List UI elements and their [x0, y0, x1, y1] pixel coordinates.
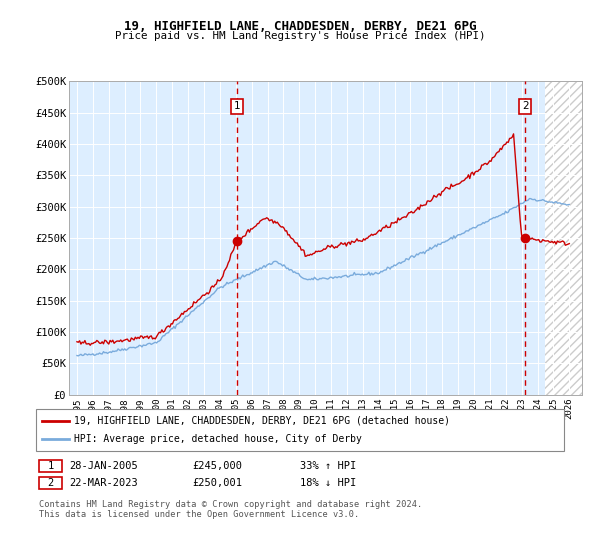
Text: 1: 1: [233, 101, 240, 111]
Text: 22-MAR-2023: 22-MAR-2023: [69, 478, 138, 488]
Text: £250,001: £250,001: [192, 478, 242, 488]
Text: 2: 2: [522, 101, 529, 111]
Text: 19, HIGHFIELD LANE, CHADDESDEN, DERBY, DE21 6PG: 19, HIGHFIELD LANE, CHADDESDEN, DERBY, D…: [124, 20, 476, 32]
Text: HPI: Average price, detached house, City of Derby: HPI: Average price, detached house, City…: [74, 434, 362, 444]
Text: 19, HIGHFIELD LANE, CHADDESDEN, DERBY, DE21 6PG (detached house): 19, HIGHFIELD LANE, CHADDESDEN, DERBY, D…: [74, 416, 450, 426]
Text: Price paid vs. HM Land Registry's House Price Index (HPI): Price paid vs. HM Land Registry's House …: [115, 31, 485, 41]
Text: 18% ↓ HPI: 18% ↓ HPI: [300, 478, 356, 488]
Text: 2: 2: [47, 478, 53, 488]
Text: 1: 1: [47, 461, 53, 471]
Text: 33% ↑ HPI: 33% ↑ HPI: [300, 461, 356, 471]
Text: Contains HM Land Registry data © Crown copyright and database right 2024.
This d: Contains HM Land Registry data © Crown c…: [39, 500, 422, 519]
Text: £245,000: £245,000: [192, 461, 242, 471]
Text: 28-JAN-2005: 28-JAN-2005: [69, 461, 138, 471]
